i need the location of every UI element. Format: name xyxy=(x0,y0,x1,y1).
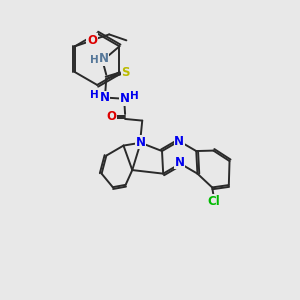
Text: Cl: Cl xyxy=(208,195,220,208)
Text: N: N xyxy=(174,135,184,148)
Text: S: S xyxy=(121,66,130,79)
Text: N: N xyxy=(175,156,185,169)
Text: O: O xyxy=(87,34,97,47)
Text: H: H xyxy=(90,90,99,100)
Text: N: N xyxy=(100,91,110,104)
Text: H: H xyxy=(90,55,99,65)
Text: N: N xyxy=(119,92,129,105)
Text: O: O xyxy=(106,110,116,124)
Text: N: N xyxy=(136,136,146,148)
Text: H: H xyxy=(130,91,139,101)
Text: N: N xyxy=(99,52,109,65)
